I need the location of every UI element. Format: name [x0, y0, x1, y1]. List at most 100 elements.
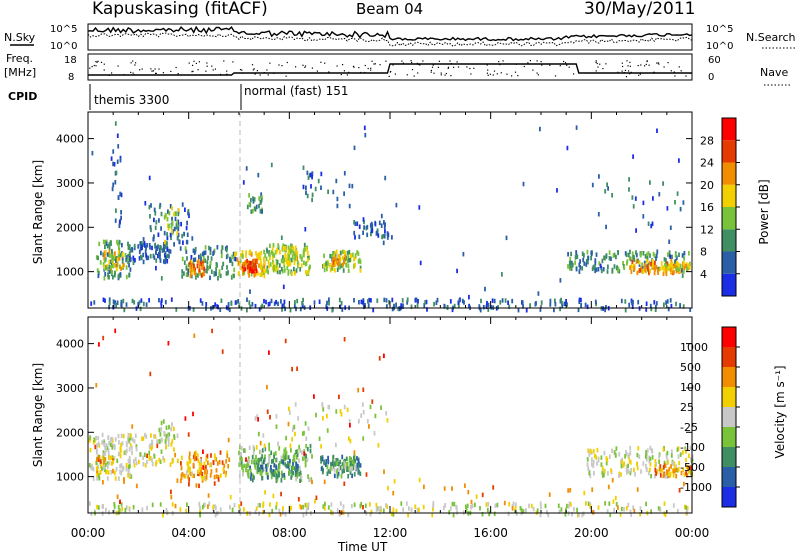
nave-point: [469, 67, 471, 70]
range-gate-cell: [207, 255, 209, 261]
nave-point: [353, 66, 355, 68]
range-gate-cell: [664, 474, 667, 479]
cpid-panel: CPID themis 3300 normal (fast) 151: [8, 84, 348, 110]
nave-point: [135, 62, 137, 64]
range-gate-cell: [487, 302, 490, 308]
nave-point: [392, 64, 394, 66]
range-gate-cell: [151, 440, 154, 445]
range-gate-cell: [347, 253, 350, 259]
range-gate-cell: [196, 453, 199, 458]
range-gate-cell: [606, 182, 608, 187]
range-gate-cell: [127, 241, 129, 247]
nave-point: [680, 70, 682, 72]
range-gate-cell: [348, 436, 350, 441]
range-gate-cell: [408, 506, 410, 511]
range-gate-cell: [371, 228, 373, 233]
range-gate-cell: [624, 454, 626, 459]
range-gate-cell: [287, 260, 290, 265]
range-gate-cell: [160, 211, 163, 217]
range-gate-cell: [339, 250, 342, 256]
range-gate-cell: [167, 436, 170, 441]
range-gate-cell: [293, 424, 296, 430]
range-gate-cell: [138, 249, 141, 255]
range-gate-cell: [107, 464, 109, 469]
range-gate-cell: [283, 303, 285, 309]
range-gate-cell: [149, 214, 151, 219]
range-gate-cell: [113, 470, 116, 476]
range-gate-cell: [108, 275, 110, 280]
range-gate-cell: [117, 451, 120, 457]
range-gate-cell: [664, 463, 667, 468]
range-gate-cell: [549, 298, 552, 304]
range-gate-cell: [635, 252, 638, 258]
range-gate-cell: [546, 509, 548, 515]
nave-point: [93, 64, 95, 67]
range-gate-cell: [464, 483, 466, 488]
range-gate-cell: [128, 251, 131, 256]
range-gate-cell: [540, 504, 542, 510]
nave-point: [206, 65, 208, 67]
range-gate-cell: [363, 219, 365, 225]
range-gate-cell: [128, 447, 131, 452]
nave-point: [193, 60, 195, 62]
range-gate-cell: [658, 466, 661, 472]
range-gate-cell: [351, 466, 353, 471]
range-gate-cell: [306, 446, 309, 452]
range-gate-cell: [119, 469, 121, 474]
range-gate-cell: [586, 304, 589, 310]
range-gate-cell: [137, 301, 140, 307]
range-gate-cell: [257, 172, 260, 178]
range-gate-cell: [333, 256, 336, 262]
range-gate-cell: [199, 271, 201, 276]
range-gate-cell: [667, 252, 669, 257]
range-gate-cell: [171, 439, 174, 444]
range-gate-cell: [455, 505, 458, 511]
range-gate-cell: [230, 301, 233, 306]
range-gate-cell: [181, 274, 184, 279]
range-gate-cell: [536, 508, 539, 513]
nave-point: [445, 72, 447, 75]
range-gate-cell: [640, 251, 643, 256]
beam-title: Beam 04: [356, 0, 423, 18]
range-gate-cell: [628, 187, 630, 192]
range-gate-cell: [390, 511, 393, 517]
range-gate-cell: [479, 307, 482, 313]
velocity-scatter: [88, 328, 694, 518]
range-gate-cell: [185, 508, 188, 513]
range-gate-cell: [653, 253, 656, 258]
range-gate-cell: [575, 250, 578, 255]
range-gate-cell: [667, 459, 669, 465]
range-gate-cell: [645, 452, 648, 457]
nave-point: [177, 73, 179, 75]
nave-point: [527, 62, 529, 64]
range-gate-cell: [239, 456, 242, 461]
range-gate-cell: [260, 250, 263, 256]
range-gate-cell: [422, 504, 425, 510]
range-gate-cell: [653, 270, 656, 276]
range-gate-cell: [681, 450, 684, 455]
range-gate-cell: [248, 445, 251, 450]
range-gate-cell: [613, 450, 616, 455]
range-gate-cell: [451, 486, 453, 491]
nave-point: [302, 64, 304, 66]
range-gate-cell: [423, 303, 426, 308]
range-gate-cell: [591, 487, 594, 492]
range-gate-cell: [268, 446, 271, 452]
range-gate-cell: [283, 257, 286, 263]
nave-point: [269, 62, 271, 64]
range-gate-cell: [262, 459, 265, 465]
range-gate-cell: [108, 300, 111, 306]
range-gate-cell: [249, 289, 251, 294]
nave-point: [103, 63, 105, 65]
range-gate-cell: [272, 493, 275, 499]
range-gate-cell: [590, 255, 592, 261]
range-gate-cell: [225, 459, 228, 464]
range-gate-cell: [327, 505, 330, 510]
range-gate-cell: [625, 450, 627, 455]
range-gate-cell: [296, 366, 298, 371]
range-gate-cell: [111, 445, 114, 450]
range-gate-cell: [681, 268, 683, 273]
range-gate-cell: [294, 255, 297, 261]
range-gate-cell: [219, 450, 222, 455]
range-gate-cell: [217, 276, 219, 281]
